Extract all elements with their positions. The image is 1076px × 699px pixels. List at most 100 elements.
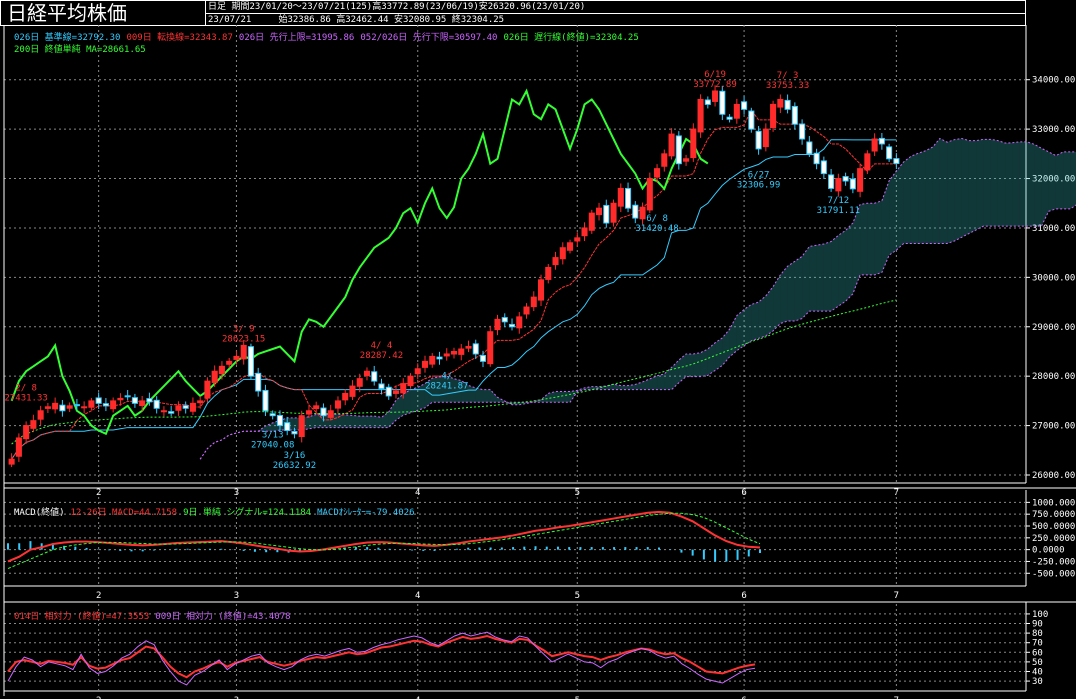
- candle-body: [494, 318, 501, 331]
- annotation-value: 32306.99: [737, 180, 780, 190]
- candle-body: [247, 346, 254, 377]
- ichimoku-cloud-segment: [838, 230, 846, 307]
- candle-body: [233, 355, 240, 360]
- candle-body: [262, 389, 269, 412]
- legend-entry: 009日 相対力 (終値)=43.4078: [155, 612, 291, 622]
- candle-body: [508, 323, 516, 328]
- ichimoku-cloud-segment: [976, 139, 984, 230]
- candle-body: [668, 133, 675, 157]
- ichimoku-cloud-segment: [649, 375, 658, 390]
- legend-entry: 052/026日 先行下限=30597.40: [360, 33, 498, 43]
- annotation-date: 3/16: [284, 451, 306, 461]
- candle-body: [284, 422, 291, 432]
- candle-body: [305, 410, 312, 415]
- ichimoku-cloud-segment: [889, 171, 897, 256]
- ichimoku-cloud-segment: [1041, 148, 1049, 227]
- ichimoku-cloud-segment: [446, 376, 454, 403]
- y-tick-label: 28000.00: [1032, 372, 1075, 382]
- candle-body: [153, 399, 160, 409]
- annotation-date: 6/19: [704, 70, 726, 80]
- annotation-date: 4/ 4: [371, 341, 393, 351]
- ichimoku-cloud-segment: [606, 384, 614, 390]
- candle-body: [835, 178, 842, 192]
- candle-body: [15, 437, 22, 457]
- annotation-value: 27040.08: [251, 441, 294, 451]
- period-type: 日足: [208, 2, 227, 12]
- candle-body: [400, 383, 407, 394]
- x-tick-label: 3: [234, 696, 239, 699]
- y-tick-label: 250.0000: [1032, 534, 1075, 544]
- candle-body: [712, 90, 719, 102]
- candle-body: [523, 306, 530, 315]
- x-tick-label: 6: [741, 696, 746, 699]
- x-tick-label: 4: [415, 591, 420, 601]
- candle-body: [458, 348, 465, 355]
- ichimoku-cloud-segment: [961, 138, 969, 238]
- y-tick-label: 70: [1032, 639, 1043, 649]
- y-tick-label: 750.0000: [1032, 510, 1075, 520]
- candle-body: [66, 405, 73, 409]
- x-tick-label: 6: [741, 591, 746, 601]
- ichimoku-cloud-segment: [417, 383, 425, 411]
- annotation-date: 6/ 8: [646, 214, 668, 224]
- ichimoku-cloud-segment: [939, 138, 948, 244]
- candle-body: [204, 380, 211, 399]
- y-tick-label: 32000.00: [1032, 175, 1075, 185]
- candle-body: [632, 204, 639, 219]
- y-tick-label: 31000.00: [1032, 224, 1075, 234]
- legend-entry: 200日 終値単純 MA=28661.65: [14, 45, 146, 55]
- annotation-date: 3/13: [262, 431, 284, 441]
- legend-entry: 009日 転換線=32343.87: [126, 33, 233, 43]
- candle-body: [117, 397, 124, 401]
- ichimoku-cloud-segment: [751, 302, 759, 341]
- current-date: 23/07/21: [208, 15, 252, 25]
- candle-body: [465, 346, 472, 349]
- ichimoku-cloud-segment: [700, 349, 708, 377]
- ichimoku-cloud-segment: [497, 397, 505, 403]
- header-info: 日足 期間23/01/20～23/07/21(125)高33772.89(23/…: [206, 0, 1026, 26]
- ichimoku-cloud-segment: [468, 385, 476, 403]
- ichimoku-cloud-segment: [802, 246, 810, 319]
- candle-body: [719, 90, 726, 115]
- ichimoku-cloud-segment: [693, 352, 701, 377]
- senkou-span-a: [199, 137, 1076, 460]
- y-tick-label: 29000.00: [1032, 323, 1075, 333]
- y-tick-label: 30000.00: [1032, 273, 1075, 283]
- ichimoku-cloud-segment: [664, 367, 672, 390]
- ichimoku-cloud-segment: [910, 153, 919, 244]
- candle-body: [363, 370, 371, 377]
- chikou-line: [10, 88, 709, 436]
- candle-body: [218, 365, 225, 375]
- ichimoku-cloud-segment: [831, 235, 839, 312]
- ichimoku-cloud-segment: [359, 416, 367, 428]
- annotation-date: 2/ 8: [15, 383, 37, 393]
- candle-body: [110, 400, 117, 410]
- ichimoku-cloud-segment: [722, 329, 730, 366]
- ichimoku-cloud-segment: [744, 304, 752, 346]
- price-legend-line1: 026日 基準線=32792.30 009日 転換線=32343.87 026日 先…: [14, 30, 645, 43]
- x-tick-label: 5: [575, 591, 580, 601]
- ichimoku-cloud-segment: [548, 391, 556, 403]
- candle-body: [770, 103, 777, 129]
- candle-body: [588, 212, 595, 231]
- ichimoku-cloud-segment: [620, 385, 629, 390]
- y-tick-label: 34000.00: [1032, 76, 1075, 86]
- x-tick-label: 7: [894, 591, 899, 601]
- ichimoku-cloud-segment: [432, 376, 440, 403]
- ichimoku-cloud-segment: [947, 139, 955, 244]
- candle-body: [683, 158, 690, 162]
- candle-body: [748, 110, 755, 130]
- candle-body: [566, 242, 574, 251]
- candle-body: [530, 296, 537, 308]
- candle-body: [537, 279, 545, 301]
- legend-entry: 026日 遅行線(終値)=32304.25: [503, 33, 639, 43]
- annotation-value: 28241.87: [425, 381, 468, 391]
- candle-body: [820, 160, 827, 175]
- candle-body: [320, 407, 327, 417]
- candle-body: [755, 130, 762, 150]
- y-tick-label: 27000.00: [1032, 422, 1075, 432]
- ichimoku-cloud-segment: [932, 138, 940, 244]
- candle-body: [654, 168, 661, 178]
- candle-body: [733, 103, 740, 119]
- candle-body: [661, 153, 668, 167]
